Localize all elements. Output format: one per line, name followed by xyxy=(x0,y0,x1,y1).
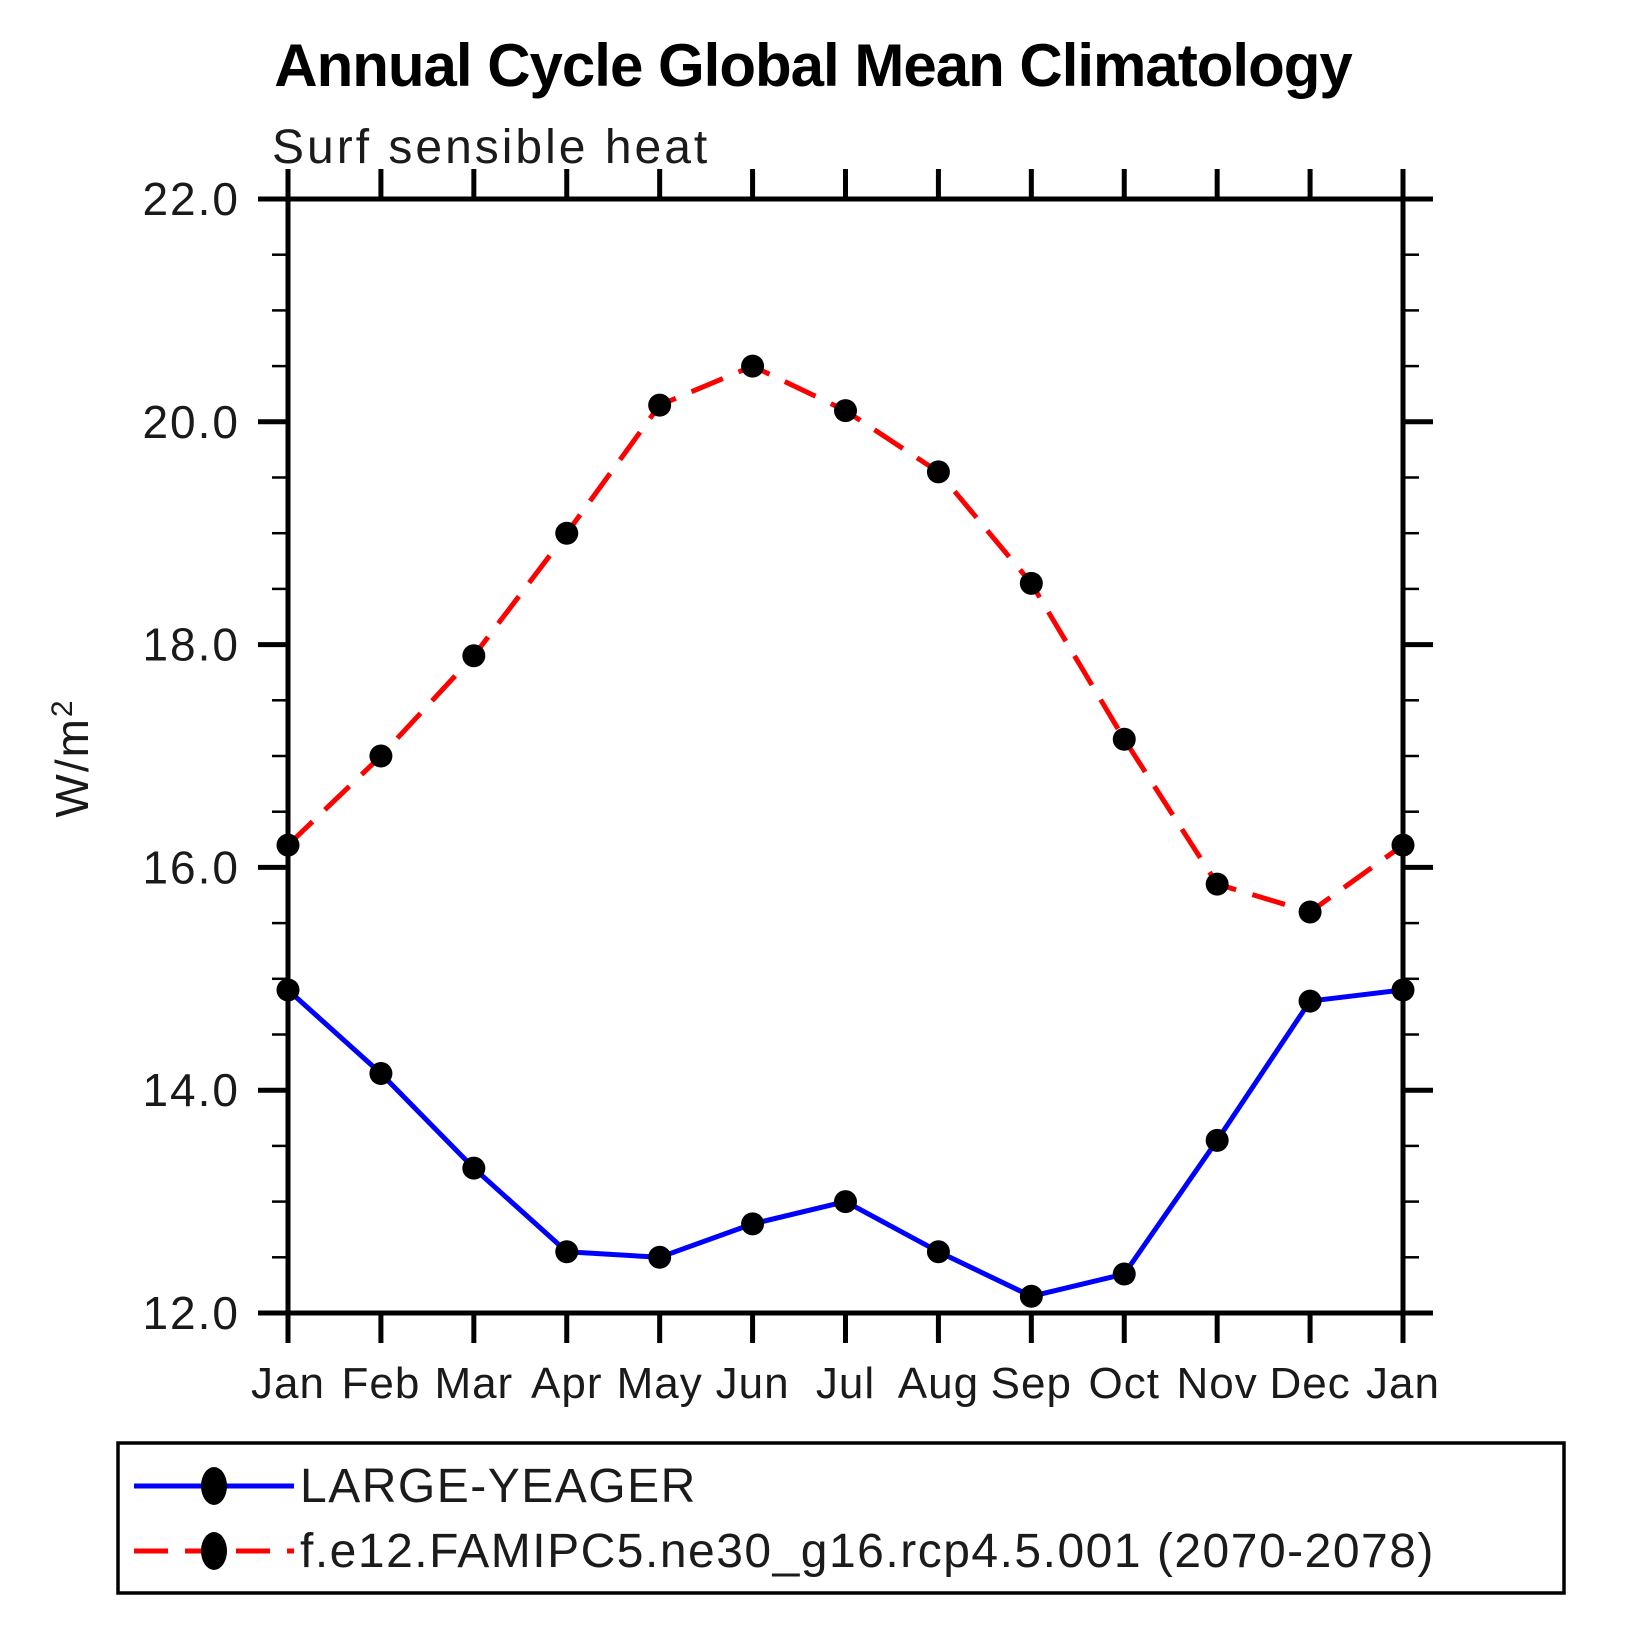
y-tick-label: 12.0 xyxy=(142,1287,240,1339)
data-point-marker xyxy=(1112,1262,1136,1286)
data-point-marker xyxy=(1019,1284,1043,1308)
x-tick-label: Aug xyxy=(898,1359,979,1408)
data-point-marker xyxy=(834,1190,857,1214)
data-point-marker xyxy=(276,833,300,857)
data-point-marker xyxy=(555,1240,579,1264)
data-point-marker xyxy=(462,1156,486,1180)
data-point-marker xyxy=(926,1240,950,1264)
data-point-marker xyxy=(834,399,857,423)
data-point-marker xyxy=(555,521,579,545)
legend-label: f.e12.FAMIPC5.ne30_g16.rcp4.5.001 (2070-… xyxy=(300,1525,1435,1578)
y-axis-label: W/m2 xyxy=(46,698,98,817)
x-tick-label: Jan xyxy=(1366,1359,1440,1408)
x-tick-label: Feb xyxy=(342,1359,421,1408)
page-title: Annual Cycle Global Mean Climatology xyxy=(274,32,1353,99)
y-tick-label: 22.0 xyxy=(142,173,240,225)
data-point-marker xyxy=(648,1245,672,1269)
data-point-marker xyxy=(1298,900,1322,924)
x-tick-label: Jan xyxy=(251,1359,325,1408)
data-point-marker xyxy=(1019,571,1043,595)
data-point-marker xyxy=(276,978,300,1002)
legend-label: LARGE-YEAGER xyxy=(300,1460,697,1513)
x-tick-label: Mar xyxy=(434,1359,513,1408)
x-tick-label: May xyxy=(617,1359,703,1408)
data-point-marker xyxy=(926,460,950,484)
series-line-0 xyxy=(286,987,1404,1299)
y-tick-label: 20.0 xyxy=(142,396,240,448)
data-point-marker xyxy=(369,744,393,768)
series-line-1 xyxy=(286,363,1405,915)
data-point-marker xyxy=(741,1212,765,1236)
x-tick-label: Dec xyxy=(1269,1359,1350,1408)
y-tick-label: 14.0 xyxy=(142,1064,240,1116)
data-point-marker xyxy=(648,393,672,417)
y-tick-label: 16.0 xyxy=(142,841,240,893)
data-point-marker xyxy=(1205,872,1229,896)
legend-marker xyxy=(201,1532,227,1570)
x-tick-label: Sep xyxy=(991,1359,1072,1408)
data-point-marker xyxy=(1205,1128,1229,1152)
legend-box xyxy=(116,1441,1566,1595)
x-tick-label: Nov xyxy=(1177,1359,1258,1408)
y-tick-label: 18.0 xyxy=(142,619,240,671)
data-point-marker xyxy=(741,354,765,378)
x-tick-label: Oct xyxy=(1089,1359,1160,1408)
data-point-marker xyxy=(1391,833,1415,857)
data-point-marker xyxy=(462,644,486,668)
y-axis-label-superscript: 2 xyxy=(46,698,79,717)
data-point-marker xyxy=(1391,978,1415,1002)
x-tick-label: Apr xyxy=(531,1359,602,1408)
data-point-marker xyxy=(1112,727,1136,751)
x-tick-label: Jun xyxy=(716,1359,790,1408)
x-tick-label: Jul xyxy=(816,1359,875,1408)
y-axis-label-base: W/m xyxy=(46,717,98,818)
chart-subtitle: Surf sensible heat xyxy=(272,121,710,174)
data-point-marker xyxy=(369,1061,393,1085)
data-point-marker xyxy=(1298,989,1322,1013)
legend-marker xyxy=(201,1467,227,1505)
